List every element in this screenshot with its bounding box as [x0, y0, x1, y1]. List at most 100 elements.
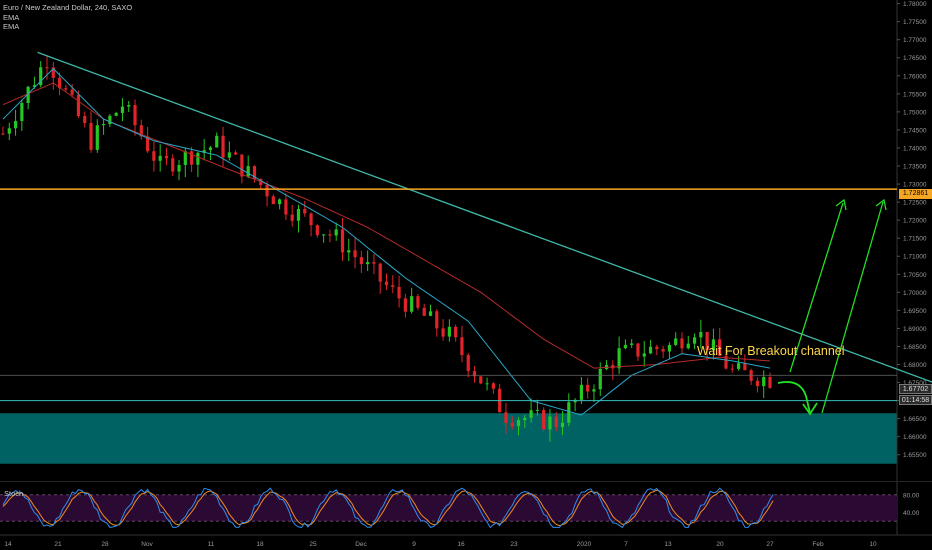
candle-body [472, 371, 477, 377]
candle-body [397, 286, 401, 299]
y-tick-label: 1.69500 [903, 308, 927, 315]
candle-body [655, 346, 659, 350]
candle-body [334, 229, 338, 236]
candle-body [743, 363, 747, 371]
candle-body [278, 199, 282, 205]
last-price-tag: 1.67702 [899, 384, 932, 394]
ema-indicator-label-1[interactable]: EMA [3, 12, 20, 22]
candle-body [435, 311, 439, 329]
candle-body [7, 128, 11, 134]
candle-body [20, 102, 24, 122]
candle-body [271, 196, 275, 205]
y-tick-label: 1.73500 [903, 164, 927, 171]
x-tick-label: 28 [101, 541, 109, 548]
candle-body [630, 343, 634, 345]
candle-body [127, 105, 131, 107]
candle-body [177, 164, 181, 172]
candle-body [699, 331, 703, 338]
resistance-price-tag: 1.72861 [899, 189, 932, 199]
candle-body [252, 166, 257, 180]
candle-body [183, 151, 187, 165]
candle-body [648, 346, 653, 354]
candle-body [529, 410, 533, 418]
candle-body [441, 328, 445, 337]
x-tick-label: 11 [208, 541, 215, 548]
candle-body [762, 377, 766, 387]
stochastic-tick-label: 80.00 [903, 492, 920, 499]
candle-body [661, 349, 665, 352]
candle-body [560, 422, 565, 428]
y-tick-label: 1.73000 [903, 182, 927, 189]
candle-body [13, 121, 18, 129]
x-tick-label: 9 [412, 541, 416, 548]
pane-separator[interactable] [0, 481, 932, 482]
x-tick-label: 27 [766, 541, 774, 548]
candle-body [359, 257, 363, 265]
y-tick-label: 1.65500 [903, 452, 927, 459]
candle-body [384, 281, 389, 286]
x-tick-label: 21 [54, 541, 62, 548]
candle-body [221, 135, 225, 158]
candle-body [95, 125, 99, 150]
candle-body [705, 331, 709, 351]
y-tick-label: 1.76000 [903, 73, 927, 80]
stochastic-label[interactable]: Stoch [4, 489, 24, 498]
y-tick-label: 1.71000 [903, 254, 927, 261]
y-tick-label: 1.66500 [903, 416, 927, 423]
candle-body [567, 402, 571, 423]
candle-body [101, 124, 106, 126]
y-tick-label: 1.69000 [903, 326, 927, 333]
stochastic-k-line [2, 487, 774, 529]
candle-body [215, 135, 219, 148]
candle-body [45, 67, 49, 69]
candle-body [586, 384, 590, 392]
y-tick-label: 1.66000 [903, 434, 927, 441]
candle-body [328, 234, 332, 236]
bar-countdown-tag: 01:14:58 [899, 395, 932, 405]
candle-body [290, 214, 294, 221]
candle-body [378, 263, 382, 282]
stochastic-layer: 80.00 40.00 [0, 487, 920, 529]
candle-body [510, 423, 514, 427]
x-tick-label: 13 [664, 541, 672, 548]
x-tick-label: 10 [869, 541, 877, 548]
candle-body [171, 158, 175, 172]
y-tick-label: 1.70500 [903, 272, 927, 279]
demand-zone-layer [0, 413, 897, 464]
candle-body [64, 88, 68, 90]
x-tick-label: 16 [457, 541, 465, 548]
candle-body [303, 208, 307, 214]
candle-body [120, 106, 125, 113]
candle-body [598, 368, 602, 390]
symbol-title: Euro / New Zealand Dollar, 240, SAXO [3, 3, 133, 12]
pullback-arrowhead [802, 402, 818, 416]
candle-body [372, 262, 376, 264]
candle-body [315, 225, 319, 236]
candle-body [108, 115, 112, 125]
candle-body [296, 208, 301, 221]
chart-legend: Euro / New Zealand Dollar, 240, SAXO EMA… [3, 3, 132, 32]
pullback-arrow [777, 381, 811, 414]
candle-body [755, 380, 760, 387]
candles-layer [1, 55, 772, 442]
annotation-text: Wait For Breakout channel [697, 344, 845, 358]
candle-body [240, 154, 244, 177]
candle-body [309, 213, 313, 226]
candle-body [202, 150, 206, 153]
y-tick-label: 1.74500 [903, 127, 927, 134]
candle-body [460, 337, 464, 356]
candle-body [592, 389, 596, 392]
y-tick-label: 1.74000 [903, 145, 927, 152]
candle-body [145, 136, 150, 152]
candle-body [686, 343, 690, 349]
x-tick-label: 25 [309, 541, 317, 548]
y-tick-label: 1.67500 [903, 380, 927, 387]
ema-indicator-label-2[interactable]: EMA [3, 22, 20, 31]
y-tick-label: 1.77000 [903, 37, 927, 44]
candle-body [190, 151, 194, 165]
x-tick-label: 18 [256, 541, 264, 548]
axis-labels-layer: 1.78000 1.77500 1.77000 1.76500 1.76000 1.755… [4, 1, 926, 548]
candle-body [416, 296, 420, 308]
candle-body [642, 353, 646, 357]
